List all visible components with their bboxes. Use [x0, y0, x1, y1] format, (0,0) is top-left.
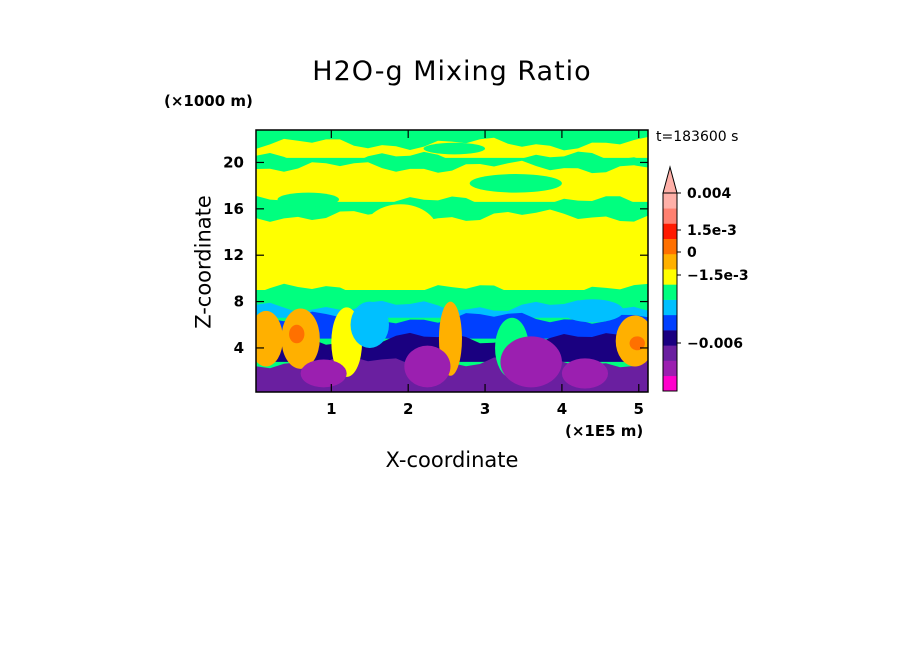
- field-patch: [500, 336, 562, 388]
- colorbar-segment: [663, 238, 677, 255]
- y-axis-unit: (×1000 m): [164, 92, 253, 110]
- field-band: [256, 209, 648, 290]
- field-band: [256, 283, 648, 307]
- colorbar-segment: [663, 375, 677, 392]
- y-tick-label: 8: [234, 293, 244, 311]
- field-patch: [277, 192, 340, 207]
- field-patch: [561, 358, 609, 389]
- colorbar-segment: [663, 269, 677, 285]
- x-axis-label: X-coordinate: [385, 448, 519, 472]
- plot-frame: [255, 129, 649, 393]
- colorbar-label: 0.004: [687, 186, 732, 202]
- colorbar-segment: [663, 314, 677, 331]
- field-patch: [350, 301, 389, 348]
- x-axis-unit: (×1E5 m): [565, 422, 644, 440]
- x-tick-label: 4: [557, 400, 567, 418]
- field-patch: [469, 174, 562, 193]
- field-band: [256, 151, 648, 168]
- field-patch: [423, 142, 486, 155]
- y-tick-label: 20: [223, 153, 244, 171]
- colorbar-segment: [663, 193, 677, 209]
- field-patch: [362, 204, 439, 265]
- colorbar-segment: [663, 299, 677, 316]
- y-tick-label: 16: [223, 200, 244, 218]
- colorbar-segment: [663, 253, 677, 270]
- x-tick-label: 5: [634, 400, 644, 418]
- x-tick-label: 3: [480, 400, 490, 418]
- colorbar-segment: [663, 223, 677, 239]
- field-patch: [256, 310, 283, 367]
- colorbar-label: 0: [687, 245, 697, 261]
- field-patch: [561, 299, 624, 323]
- colorbar-label: −0.006: [687, 336, 743, 352]
- x-tick-label: 2: [403, 400, 413, 418]
- x-tick-label: 1: [326, 400, 336, 418]
- colorbar-segment: [663, 208, 677, 224]
- colorbar-label: 1.5e-3: [687, 223, 737, 239]
- chart-title: H2O-g Mixing Ratio: [312, 56, 592, 87]
- y-tick-label: 4: [234, 339, 244, 357]
- field-patch: [289, 324, 305, 344]
- colorbar-frame: [662, 192, 678, 392]
- field-patch: [629, 336, 645, 351]
- field-patch: [404, 345, 451, 388]
- y-tick-label: 12: [223, 246, 244, 264]
- colorbar-label: −1.5e-3: [687, 268, 749, 284]
- time-annotation: t=183600 s: [656, 129, 739, 145]
- colorbar-segment: [663, 284, 677, 300]
- field-band: [256, 160, 648, 202]
- field-patch: [300, 359, 347, 388]
- colorbar-segment: [663, 345, 677, 361]
- colorbar-segment: [663, 330, 677, 346]
- colorbar-segment: [663, 360, 677, 377]
- heatmap-field: [256, 130, 648, 392]
- colorbar-extend-arrow: [662, 165, 678, 194]
